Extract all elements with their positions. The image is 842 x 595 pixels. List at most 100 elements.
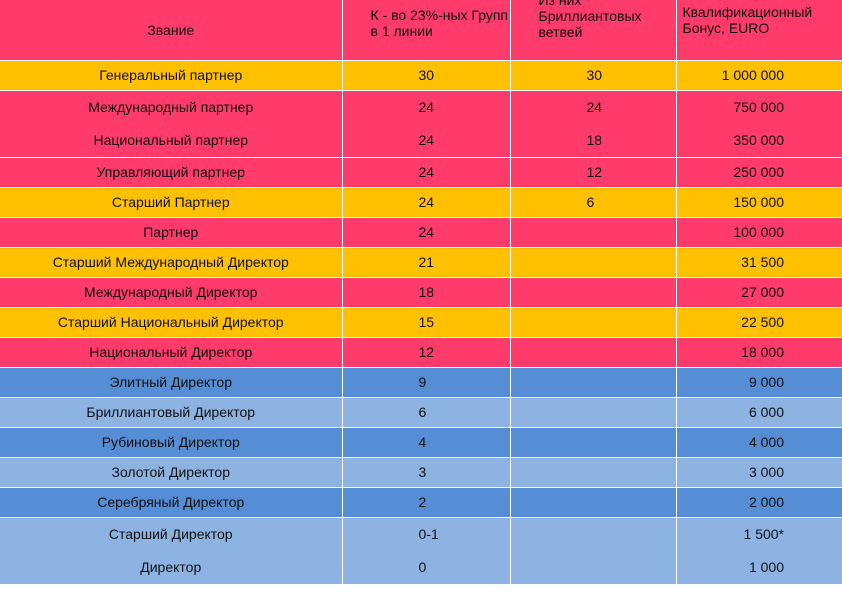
header-rank: Звание — [0, 0, 343, 61]
rank-cell: Серебряный Директор — [0, 487, 343, 518]
rank-cell: Элитный Директор — [0, 367, 343, 398]
diamond-cell — [510, 427, 677, 458]
bonus-line: 1 000 — [748, 558, 784, 575]
diamond-cell — [510, 487, 677, 518]
groups-line: 24 — [418, 98, 435, 115]
table-row: Национальный Директор 12 18 000 — [0, 337, 842, 368]
groups-cell: 24 24 — [342, 90, 511, 158]
groups-cell: 24 — [342, 157, 511, 188]
table-row: Бриллиантовый Директор 6 6 000 — [0, 397, 842, 428]
rank-cell: Партнер — [0, 217, 343, 248]
diamond-cell — [510, 367, 677, 398]
diamond-line — [587, 518, 676, 551]
rank-cell: Бриллиантовый Директор — [0, 397, 343, 428]
rank-cell: Старший Международный Директор — [0, 247, 343, 278]
diamond-cell — [510, 337, 677, 368]
rank-cell: Международный партнер Национальный партн… — [0, 90, 343, 158]
diamond-cell — [510, 457, 677, 488]
diamond-line: 18 — [586, 131, 603, 148]
groups-cell: 6 — [342, 397, 511, 428]
table-row: Золотой Директор 3 3 000 — [0, 457, 842, 488]
rank-cell: Старший Национальный Директор — [0, 307, 343, 338]
rank-line: Директор — [140, 558, 202, 575]
diamond-cell — [510, 517, 677, 585]
diamond-cell — [510, 397, 677, 428]
header-row: Звание К - во 23%-ных Групп в 1 линии Из… — [0, 0, 842, 61]
rank-cell: Рубиновый Директор — [0, 427, 343, 458]
bonus-cell: 31 500 — [676, 247, 842, 278]
groups-line: 24 — [418, 131, 435, 148]
groups-cell: 15 — [342, 307, 511, 338]
header-bonus-text: Квалификационный Бонус, EURO — [682, 4, 813, 37]
table-row: Серебряный Директор 2 2 000 — [0, 487, 842, 518]
diamond-cell — [510, 307, 677, 338]
header-diamond-text: Из них Бриллиантовых ветвей — [538, 0, 642, 41]
rank-line: Национальный партнер — [93, 131, 249, 148]
bonus-cell: 4 000 — [676, 427, 842, 458]
rank-cell: Золотой Директор — [0, 457, 343, 488]
diamond-line: 24 — [586, 98, 603, 115]
diamond-line — [587, 551, 676, 584]
groups-cell: 30 — [342, 60, 511, 91]
rank-cell: Управляющий партнер — [0, 157, 343, 188]
bonus-cell: 18 000 — [676, 337, 842, 368]
bonus-cell: 6 000 — [676, 397, 842, 428]
bonus-line: 1 500* — [743, 525, 784, 542]
bonus-cell: 1 000 000 — [676, 60, 842, 91]
table-row: Генеральный партнер 30 30 1 000 000 — [0, 60, 842, 91]
table-row: Международный Директор 18 27 000 — [0, 277, 842, 308]
groups-cell: 0-1 0 — [342, 517, 511, 585]
bonus-cell: 100 000 — [676, 217, 842, 248]
groups-line: 0 — [418, 558, 427, 575]
header-groups-text: К - во 23%-ных Групп в 1 линии — [370, 7, 509, 40]
rank-cell: Генеральный партнер — [0, 60, 343, 91]
groups-cell: 24 — [342, 217, 511, 248]
table-row-merged: Старший Директор Директор 0-1 0 1 500* 1… — [0, 517, 842, 585]
diamond-cell: 12 — [510, 157, 677, 188]
bonus-cell: 3 000 — [676, 457, 842, 488]
groups-cell: 18 — [342, 277, 511, 308]
rank-cell: Национальный Директор — [0, 337, 343, 368]
table-row: Партнер 24 100 000 — [0, 217, 842, 248]
table-row-merged: Международный партнер Национальный партн… — [0, 90, 842, 158]
diamond-cell — [510, 217, 677, 248]
table-row: Управляющий партнер 24 12 250 000 — [0, 157, 842, 188]
bonus-cell: 27 000 — [676, 277, 842, 308]
table-row: Старший Национальный Директор 15 22 500 — [0, 307, 842, 338]
rank-line: Старший Директор — [108, 525, 233, 542]
groups-cell: 12 — [342, 337, 511, 368]
diamond-cell — [510, 247, 677, 278]
diamond-cell — [510, 277, 677, 308]
rank-cell: Старший Партнер — [0, 187, 343, 218]
table-row: Старший Партнер 24 6 150 000 — [0, 187, 842, 218]
table-row: Рубиновый Директор 4 4 000 — [0, 427, 842, 458]
groups-cell: 24 — [342, 187, 511, 218]
rank-cell: Международный Директор — [0, 277, 343, 308]
diamond-cell: 24 18 — [510, 90, 677, 158]
bonus-cell: 250 000 — [676, 157, 842, 188]
groups-cell: 2 — [342, 487, 511, 518]
bonus-cell: 9 000 — [676, 367, 842, 398]
groups-cell: 4 — [342, 427, 511, 458]
header-diamond: Из них Бриллиантовых ветвей — [510, 0, 677, 61]
groups-cell: 3 — [342, 457, 511, 488]
header-groups: К - во 23%-ных Групп в 1 линии — [342, 0, 511, 61]
rank-line: Международный партнер — [88, 98, 254, 115]
rank-cell: Старший Директор Директор — [0, 517, 343, 585]
groups-line: 0-1 — [418, 525, 439, 542]
bonus-cell: 22 500 — [676, 307, 842, 338]
bonus-cell: 1 500* 1 000 — [676, 517, 842, 585]
diamond-cell: 6 — [510, 187, 677, 218]
bonus-line: 750 000 — [733, 98, 784, 115]
groups-cell: 9 — [342, 367, 511, 398]
diamond-cell: 30 — [510, 60, 677, 91]
bonus-line: 350 000 — [733, 131, 784, 148]
header-bonus: Квалификационный Бонус, EURO — [676, 0, 842, 61]
bonus-cell: 750 000 350 000 — [676, 90, 842, 158]
table-row: Элитный Директор 9 9 000 — [0, 367, 842, 398]
table-row: Старший Международный Директор 21 31 500 — [0, 247, 842, 278]
bonus-cell: 2 000 — [676, 487, 842, 518]
bonus-cell: 150 000 — [676, 187, 842, 218]
